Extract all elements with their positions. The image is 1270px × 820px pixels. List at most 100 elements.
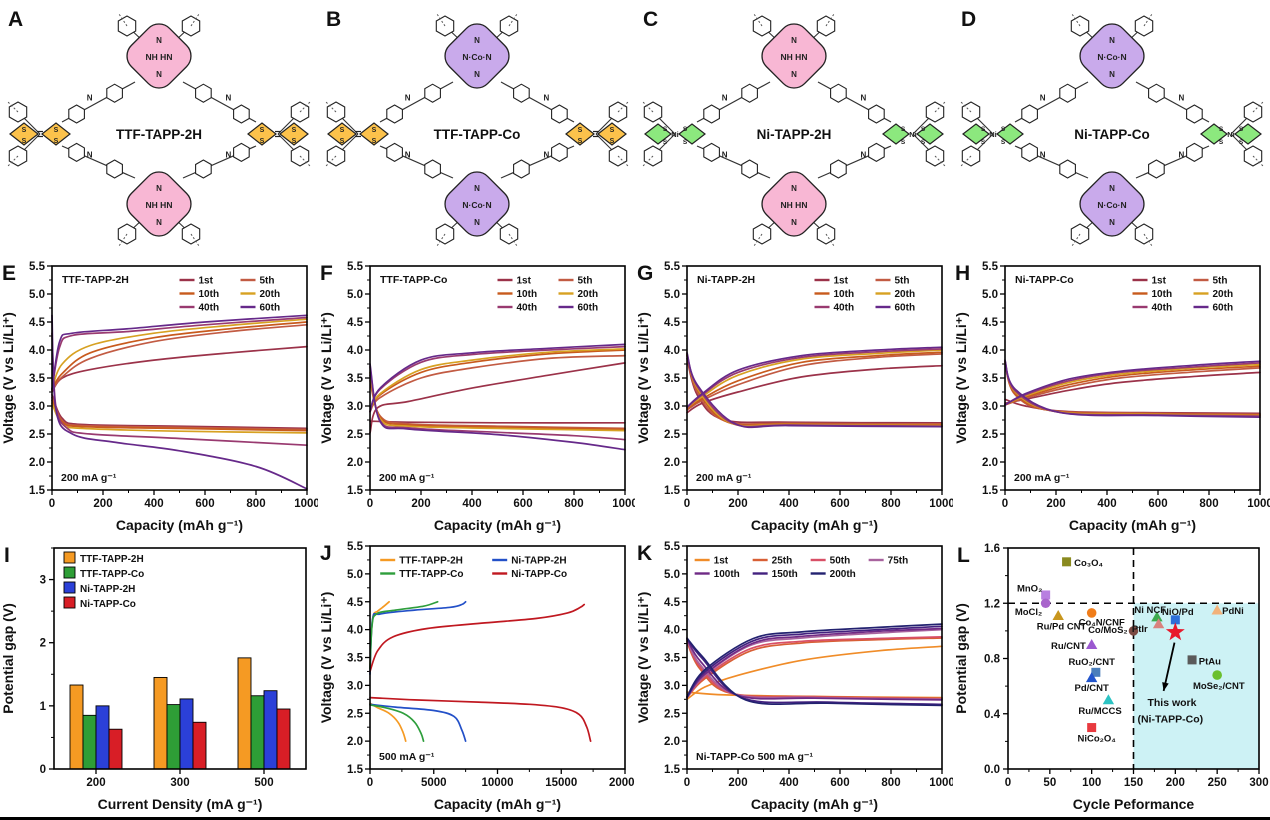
y-tick-label: 3.5 xyxy=(347,653,364,665)
point-label: MoSe₂/CNT xyxy=(1192,681,1244,692)
series-60th xyxy=(1003,360,1261,406)
chart-H: H 0 200 400 600 800 1000 1.5 2.0 2.5 3.0 3.5 4.0 4.5 5… xyxy=(953,261,1270,533)
series-40th xyxy=(51,316,308,391)
sulfur-label: S xyxy=(1218,139,1223,146)
point-label: PtAu xyxy=(1198,656,1220,667)
chart-F: F 0 200 400 600 800 1000 1.5 2.0 2.5 3.0 3.5 4.0 4.5 5… xyxy=(318,261,636,533)
series-TTF-TAPP-2H xyxy=(368,702,407,742)
x-axis-title: Capacity (mAh g⁻¹) xyxy=(433,517,560,533)
nickel-label: Ni xyxy=(989,130,997,139)
sulfur-label: S xyxy=(609,138,614,145)
x-tick-label: 0 xyxy=(1004,777,1010,789)
y-tick-label: 3.0 xyxy=(664,401,680,413)
y-tick-label: 1.2 xyxy=(984,598,1000,610)
plot-title: TTF-TAPP-Co xyxy=(380,274,447,286)
plot-frame xyxy=(368,265,626,491)
y-axis-title: Voltage (V vs Li/Li⁺) xyxy=(318,312,334,444)
series-5th xyxy=(368,354,626,413)
sulfur-label: S xyxy=(22,127,27,134)
sulfur-label: S xyxy=(683,139,688,146)
y-tick-label: 0.4 xyxy=(984,709,1001,721)
legend-label: 5th xyxy=(895,276,910,287)
sulfur-label: S xyxy=(609,127,614,134)
plot-frame xyxy=(1003,265,1261,491)
chart-K: K 0 200 400 600 800 1000 1.5 2.0 2.5 3.0 3.5 4.0 4.5 5… xyxy=(635,541,953,812)
pyrrole-n-label: N xyxy=(474,218,480,227)
x-tick-label: 400 xyxy=(779,498,798,510)
legend-label: 150th xyxy=(772,569,798,580)
sulfur-label: S xyxy=(260,127,265,134)
legend-label: 60th xyxy=(577,303,598,314)
legend-label: 20th xyxy=(895,289,916,300)
point-label: RuO₂/CNT xyxy=(1068,657,1115,668)
series-1st xyxy=(686,357,943,424)
structure-panel-ni-tapp-2h: C N N N N N N NH HN N N NH HN Ni S S S S Ni S S S S Ni-TAPP-2… xyxy=(635,0,953,258)
y-tick-label: 2.5 xyxy=(664,429,681,441)
point-label: Co/MoS₂ xyxy=(1088,625,1128,636)
series-5th xyxy=(51,323,308,392)
y-axis-title: Voltage (V vs Li/Li⁺) xyxy=(635,312,651,444)
chart-E: E 0 200 400 600 800 1000 1.5 2.0 2.5 3.0 3.5 4.0 4.5 5… xyxy=(0,261,318,533)
chart-panel-e: E 0 200 400 600 800 1000 1.5 2.0 2.5 3.0 3.5 4.0 4.5 5… xyxy=(0,258,318,538)
sulfur-label: S xyxy=(663,126,668,133)
point-label: PtIr xyxy=(1131,624,1147,635)
phenyl-ring xyxy=(1185,142,1203,163)
y-axis-title: Potential gap (V) xyxy=(953,603,969,713)
sulfur-label: S xyxy=(292,127,297,134)
pyrrole-n-label: N xyxy=(1109,36,1115,45)
phenyl-ring xyxy=(68,142,85,163)
porphyrin-macrocycle: N N NH HN xyxy=(761,171,827,237)
series-60th xyxy=(51,314,308,490)
plot-title: TTF-TAPP-2H xyxy=(62,274,129,286)
y-tick-label: 4.5 xyxy=(347,597,364,609)
legend-label: 10th xyxy=(199,289,220,300)
macrocycle-core-label: N·Co·N xyxy=(1097,200,1126,210)
imine-n-label: N xyxy=(404,94,410,103)
series-20th xyxy=(686,349,943,409)
sulfur-label: S xyxy=(260,138,265,145)
point-Ru/MCCS xyxy=(1102,694,1114,705)
nickel-label: Ni xyxy=(671,130,679,139)
y-tick-label: 3.5 xyxy=(664,653,681,665)
x-tick-label: 200 xyxy=(411,498,430,510)
y-tick-label: 4.0 xyxy=(982,345,998,357)
imine-n-label: N xyxy=(722,94,728,103)
y-tick-label: 1.5 xyxy=(347,485,364,497)
point-label: Ni NCF xyxy=(1134,605,1166,616)
x-tick-label: 300 xyxy=(1249,777,1268,789)
panel-letter: F xyxy=(320,262,333,285)
y-tick-label: 1.5 xyxy=(29,485,46,497)
y-tick-label: 5.5 xyxy=(664,261,681,273)
series-60th xyxy=(686,351,943,429)
point-MoSe₂/CNT xyxy=(1211,670,1222,680)
sulfur-label: S xyxy=(921,126,926,133)
panel-letter: C xyxy=(643,8,658,31)
sulfur-label: S xyxy=(1000,126,1005,133)
series-10th xyxy=(686,351,943,410)
y-axis-title: Voltage (V vs Li/Li⁺) xyxy=(635,592,651,724)
y-tick-label: 4.0 xyxy=(29,345,45,357)
sulfur-label: S xyxy=(577,138,582,145)
y-axis-title: Potential gap (V) xyxy=(0,603,16,713)
legend-label: 40th xyxy=(516,303,537,314)
plot-frame xyxy=(686,265,943,491)
point-label: MnO₂ xyxy=(1016,584,1041,595)
y-tick-label: 2.5 xyxy=(664,708,681,720)
y-axis-title: Voltage (V vs Li/Li⁺) xyxy=(318,592,334,724)
panel-letter: K xyxy=(637,542,652,565)
x-tick-label: 400 xyxy=(779,777,798,789)
y-tick-label: 2.0 xyxy=(29,457,45,469)
y-tick-label: 1 xyxy=(40,701,47,713)
sulfur-label: S xyxy=(54,127,59,134)
macrocycle-core-label: N·Co·N xyxy=(462,200,491,210)
x-tick-label: 400 xyxy=(1097,498,1116,510)
point-label: Pd/CNT xyxy=(1074,683,1109,694)
point-MnO₂ xyxy=(1040,590,1050,600)
legend-label: TTF-TAPP-Co xyxy=(399,569,463,580)
x-tick-label: 0 xyxy=(49,498,55,510)
sulfur-label: S xyxy=(22,138,27,145)
legend-swatch xyxy=(63,596,76,609)
legend-swatch xyxy=(63,566,76,579)
